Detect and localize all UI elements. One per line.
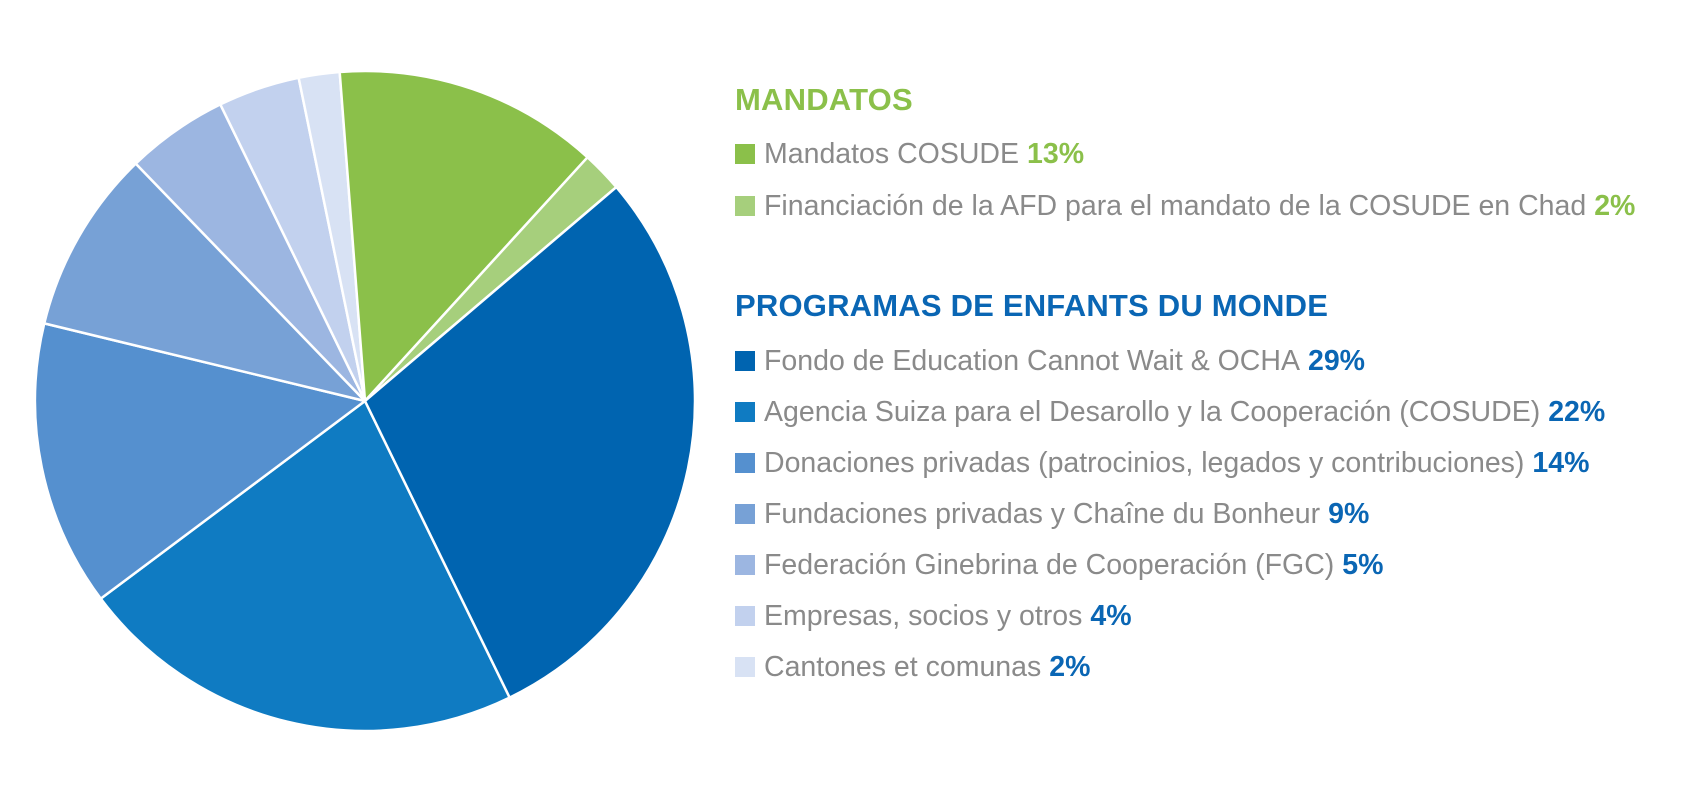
legend-item-mandatos-cosude: Mandatos COSUDE 13%: [735, 134, 1084, 174]
pie-slice: [33, 322, 367, 600]
legend-item-empresas-socios: Empresas, socios y otros 4%: [735, 596, 1132, 636]
legend-label: Agencia Suiza para el Desarollo y la Coo…: [764, 395, 1541, 428]
pie-slice: [99, 399, 511, 733]
pie-slice: [363, 185, 697, 699]
legend-value: 22%: [1548, 395, 1606, 428]
legend-label: Mandatos COSUDE: [764, 137, 1020, 170]
pie-slice: [43, 162, 367, 403]
legend-label: Donaciones privadas (patrocinios, legado…: [764, 446, 1525, 479]
legend-label: Financiación de la AFD para el mandato d…: [764, 189, 1587, 222]
legend-value: 13%: [1027, 137, 1085, 170]
legend-item-cantones-comunas: Cantones et comunas 2%: [735, 647, 1090, 687]
pie-chart: [33, 69, 697, 733]
legend-swatch: [735, 657, 755, 677]
legend-item-agencia-suiza: Agencia Suiza para el Desarollo y la Coo…: [735, 392, 1605, 432]
legend-item-fundaciones-privadas: Fundaciones privadas y Chaîne du Bonheur…: [735, 494, 1369, 534]
legend-swatch: [735, 504, 755, 524]
group-title-programas: PROGRAMAS DE ENFANTS DU MONDE: [735, 288, 1329, 323]
legend-swatch: [735, 606, 755, 626]
legend-value: 5%: [1342, 548, 1384, 581]
legend-item-federacion-ginebrina: Federación Ginebrina de Cooperación (FGC…: [735, 545, 1383, 585]
legend-item-donaciones-privadas: Donaciones privadas (patrocinios, legado…: [735, 443, 1589, 483]
legend-value: 14%: [1532, 446, 1590, 479]
legend-swatch: [735, 196, 755, 216]
legend-swatch: [735, 555, 755, 575]
legend-value: 2%: [1049, 650, 1091, 683]
legend-item-financiacion-afd: Financiación de la AFD para el mandato d…: [735, 186, 1635, 226]
pie-slice: [338, 69, 589, 403]
legend-label: Federación Ginebrina de Cooperación (FGC…: [764, 548, 1335, 581]
legend-value: 29%: [1307, 344, 1366, 377]
legend-label: Empresas, socios y otros: [764, 599, 1083, 632]
legend-swatch: [735, 144, 755, 164]
legend-value: 4%: [1090, 599, 1132, 632]
legend-value: 9%: [1328, 497, 1370, 530]
legend-swatch: [735, 453, 755, 473]
group-title-mandatos: MANDATOS: [735, 82, 913, 117]
legend-label: Cantones et comunas: [764, 650, 1042, 683]
legend-label: Fondo de Education Cannot Wait & OCHA: [764, 344, 1300, 377]
legend-swatch: [735, 351, 755, 371]
legend-label: Fundaciones privadas y Chaîne du Bonheur: [764, 497, 1321, 530]
legend-item-fondo-education: Fondo de Education Cannot Wait & OCHA 29…: [735, 341, 1365, 381]
legend-swatch: [735, 402, 755, 422]
legend-value: 2%: [1594, 189, 1636, 222]
